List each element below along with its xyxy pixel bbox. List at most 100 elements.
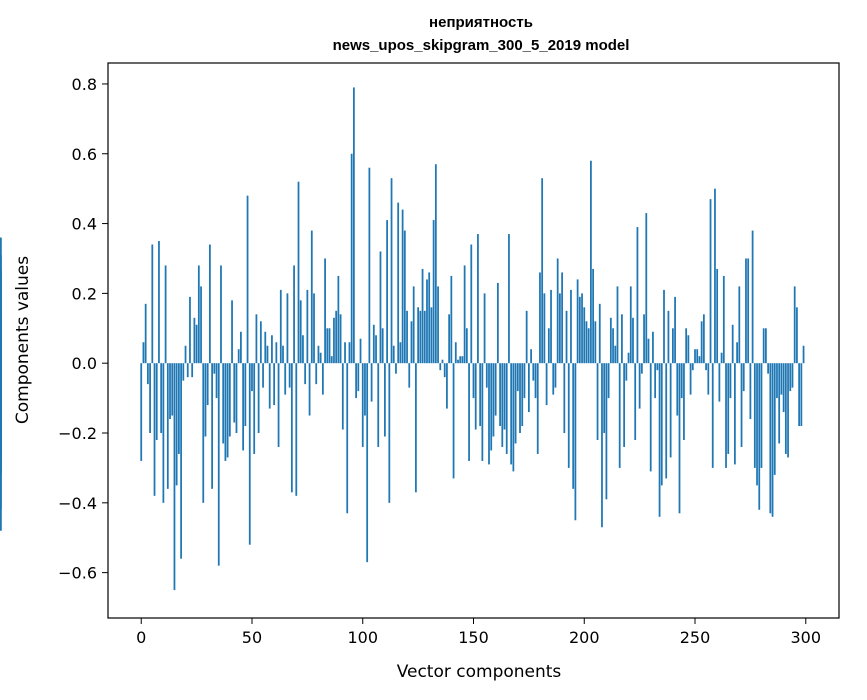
bar-271	[740, 363, 743, 447]
y-tick-label: 0.2	[72, 284, 97, 303]
bar-223	[634, 363, 637, 440]
bar-61	[275, 342, 278, 364]
bar-182	[543, 293, 546, 364]
bar-67	[288, 363, 291, 388]
bar-125	[417, 307, 420, 364]
y-tick-label: −0.6	[58, 564, 97, 583]
bar-237	[665, 363, 668, 479]
bar-116	[397, 202, 400, 364]
bar-249	[691, 363, 694, 371]
bar-31	[209, 244, 211, 364]
x-tick-label: 0	[136, 628, 146, 647]
bar-9	[160, 363, 163, 433]
bar-161	[496, 282, 499, 364]
bar-180	[539, 272, 541, 364]
bar-160	[494, 363, 497, 416]
bar-205	[594, 321, 597, 364]
bar-247	[687, 335, 690, 364]
bar-259	[714, 188, 716, 364]
bar-131	[430, 307, 433, 364]
bar-63	[279, 289, 282, 364]
bar-46	[242, 363, 245, 451]
bar-156	[485, 363, 488, 388]
bar-278	[756, 363, 758, 486]
bar-70	[295, 363, 298, 496]
bar-192	[565, 310, 568, 364]
bar-111	[386, 220, 388, 364]
bar-14	[171, 363, 174, 416]
bar-277	[753, 363, 756, 468]
bar-undefined	[0, 363, 2, 427]
bar-196	[574, 363, 577, 521]
bar-147	[465, 328, 468, 364]
bar-28	[202, 363, 205, 503]
bar-56	[264, 331, 267, 364]
bar-130	[428, 272, 431, 364]
x-tick-label: 300	[790, 628, 821, 647]
bar-48	[246, 195, 249, 364]
bar-55	[262, 363, 264, 388]
bar-5	[151, 244, 154, 364]
bar-256	[707, 363, 710, 395]
bar-64	[282, 345, 284, 364]
bar-53	[257, 363, 260, 433]
bar-136	[441, 359, 444, 364]
bar-74	[304, 363, 307, 385]
bar-50	[251, 363, 253, 392]
bar-44	[237, 349, 240, 364]
bar-170	[516, 363, 519, 392]
bar-71	[297, 181, 300, 364]
bar-280	[760, 363, 763, 468]
bar-47	[244, 363, 247, 427]
bar-58	[268, 363, 271, 409]
bar-27	[200, 286, 202, 364]
bar-176	[530, 349, 532, 364]
bar-12	[166, 363, 169, 489]
bar-242	[676, 363, 679, 416]
bar-248	[689, 363, 692, 395]
bar-25	[195, 324, 198, 364]
bar-232	[654, 363, 657, 399]
bar-190	[561, 272, 563, 364]
bar-105	[372, 324, 375, 364]
bar-159	[492, 363, 495, 437]
bar-155	[483, 293, 486, 364]
bar-45	[240, 331, 242, 364]
bar-114	[392, 345, 395, 364]
bar-13	[169, 363, 171, 420]
bar-211	[607, 363, 610, 399]
bar-198	[578, 296, 581, 364]
bar-178	[534, 363, 537, 399]
bars-layer	[0, 87, 805, 591]
bar-202	[587, 328, 590, 364]
bar-164	[503, 363, 506, 430]
bar-270	[738, 286, 741, 364]
bar-241	[674, 296, 676, 364]
bar-291	[784, 363, 787, 454]
bar-219	[625, 363, 628, 381]
bar-83	[324, 258, 326, 364]
bar-32	[211, 363, 213, 489]
bar-203	[590, 160, 592, 364]
bar-245	[683, 363, 685, 440]
bar-207	[598, 303, 601, 364]
bar-97	[355, 363, 357, 399]
bar-243	[678, 363, 681, 514]
bar-96	[353, 87, 355, 364]
y-tick-label: −0.2	[58, 424, 97, 443]
bar-197	[576, 279, 579, 364]
y-tick-label: 0.4	[72, 215, 97, 234]
bar-162	[499, 363, 501, 427]
bar-11	[164, 265, 167, 364]
x-axis-label: Vector components	[397, 662, 562, 682]
bar-124	[415, 363, 417, 493]
bar-81	[319, 352, 322, 364]
bar-142	[454, 342, 457, 364]
bar-184	[547, 328, 550, 364]
bar-284	[769, 363, 772, 514]
bar-185	[550, 289, 552, 364]
bar-92	[344, 342, 346, 364]
chart-subtitle: news_upos_skipgram_300_5_2019 model	[333, 37, 630, 54]
bar-66	[286, 293, 289, 364]
